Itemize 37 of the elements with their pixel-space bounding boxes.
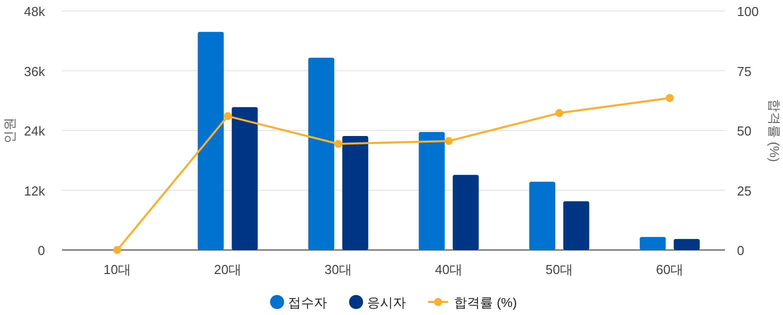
- y2-tick-label: 25: [737, 183, 752, 198]
- x-tick-label: 20대: [214, 262, 242, 277]
- point: [334, 140, 342, 148]
- y-tick-label: 36k: [24, 64, 46, 79]
- y2-axis-title: 합격률 (%): [767, 99, 782, 162]
- y2-tick-label: 50: [737, 124, 752, 138]
- bar: [232, 107, 258, 250]
- x-tick-label: 60대: [656, 262, 684, 277]
- x-tick-label: 30대: [324, 262, 352, 277]
- point: [555, 109, 564, 118]
- y-tick-label: 0: [38, 243, 45, 258]
- point: [113, 246, 122, 254]
- y2-tick-label: 0: [737, 243, 744, 258]
- y2-tick-label: 100: [737, 4, 759, 19]
- bar: [563, 201, 590, 250]
- bar: [640, 237, 666, 250]
- bar: [308, 58, 334, 250]
- bar: [342, 136, 368, 250]
- y-axis-title: 인원: [2, 118, 17, 144]
- y-tick-label: 48k: [24, 4, 46, 19]
- x-tick-label: 40대: [435, 262, 462, 277]
- x-tick-label: 10대: [104, 262, 131, 277]
- bar: [198, 32, 224, 250]
- point: [444, 137, 453, 146]
- y2-tick-label: 75: [737, 64, 752, 79]
- bar: [529, 182, 556, 250]
- point: [666, 94, 674, 102]
- point: [224, 112, 232, 120]
- legend-label: 합격률 (%): [454, 295, 517, 310]
- bar: [418, 132, 445, 250]
- x-tick-label: 50대: [546, 262, 573, 277]
- y-tick-label: 24k: [24, 124, 46, 138]
- legend-label: 응시자: [367, 295, 406, 310]
- bar: [674, 239, 700, 250]
- legend-label: 접수자: [288, 295, 328, 310]
- y-tick-label: 12k: [24, 183, 46, 198]
- bar: [452, 174, 479, 250]
